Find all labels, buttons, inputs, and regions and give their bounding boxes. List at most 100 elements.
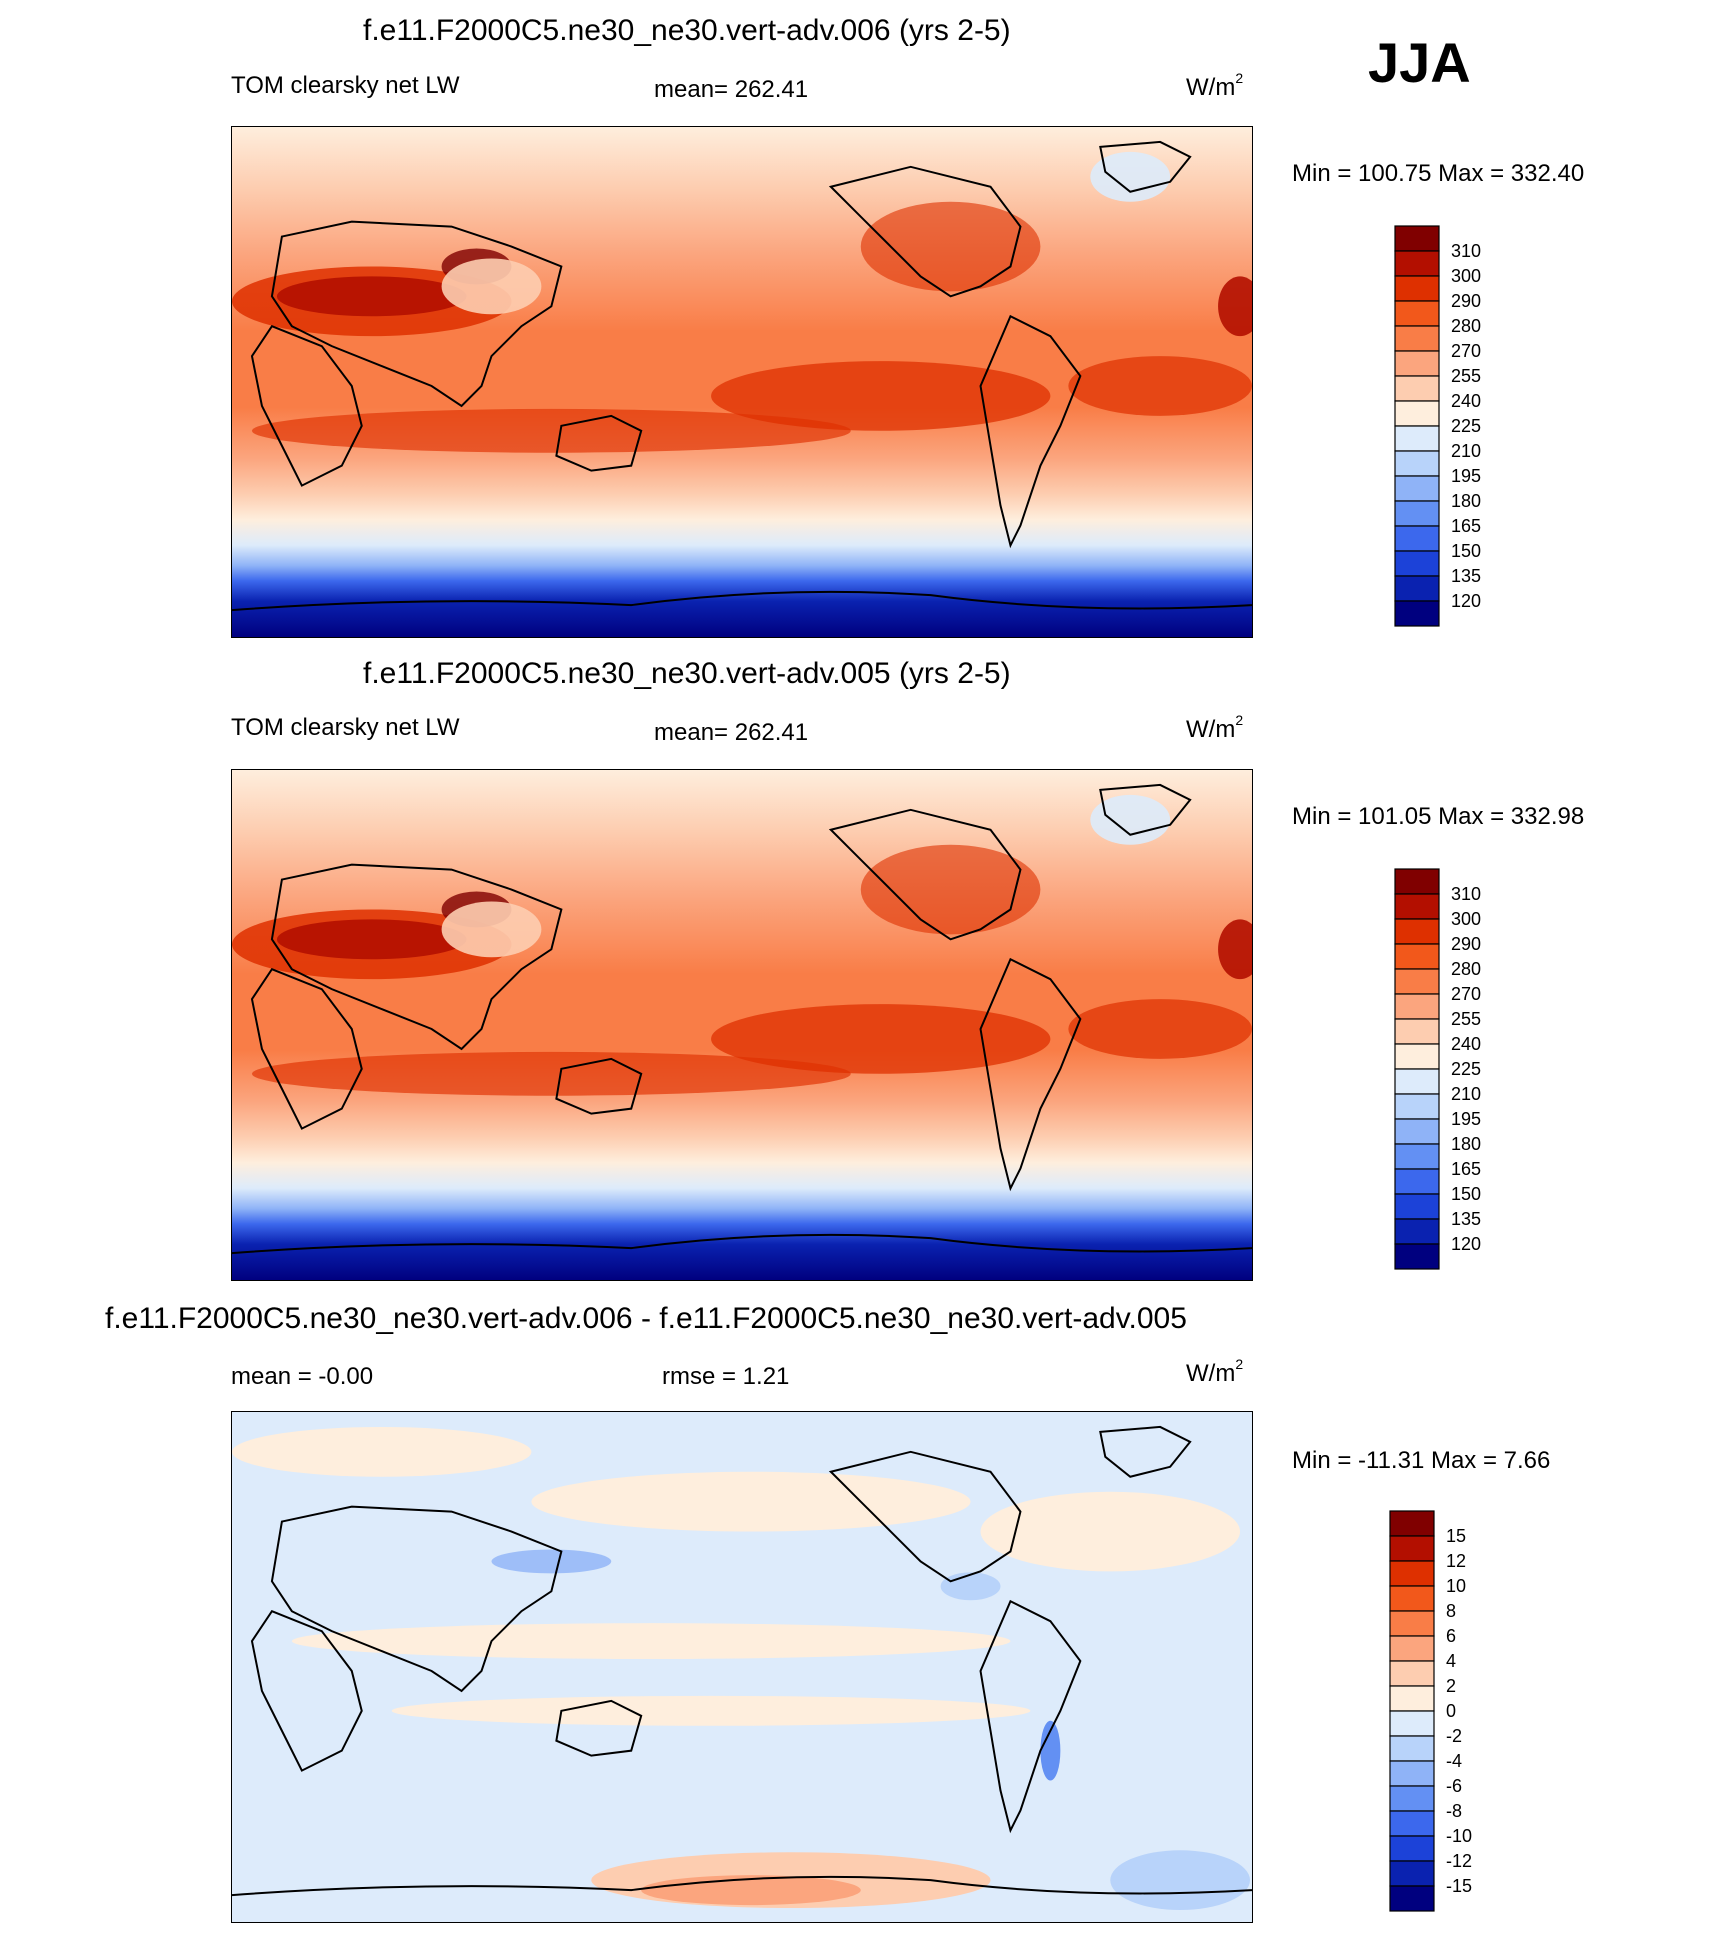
panel3-colorbar-box [1389, 1660, 1435, 1687]
panel2-colorbar-box [1394, 943, 1440, 970]
panel3-units-label: W/m2 [1186, 1356, 1244, 1387]
panel1-colorbar-box [1394, 250, 1440, 277]
panel2-colorbar-label: 150 [1451, 1184, 1481, 1204]
panel1-colorbar: 310 300 290 280 270 255 240 225 210 195 180 165 150 1… [1393, 224, 1613, 628]
panel1-colorbar-box [1394, 425, 1440, 452]
panel1-colorbar-label: 120 [1451, 591, 1481, 611]
panel2-colorbar-label: 180 [1451, 1134, 1481, 1154]
panel3-colorbar-box [1389, 1885, 1435, 1912]
season-label: JJA [1368, 31, 1471, 94]
panel3-rmse-label: rmse = 1.21 [662, 1363, 790, 1390]
panel3-colorbar-box [1389, 1760, 1435, 1787]
panel3-colorbar-label: 8 [1446, 1601, 1456, 1621]
panel2-colorbar-label: 165 [1451, 1159, 1481, 1179]
panel3-colorbar-box [1389, 1635, 1435, 1662]
panel1-colorbar-label: 210 [1451, 441, 1481, 461]
panel2-colorbar-box [1394, 1068, 1440, 1095]
panel3-colorbar-box [1389, 1560, 1435, 1587]
panel2-colorbar-box [1394, 993, 1440, 1020]
panel2-colorbar-box [1394, 1018, 1440, 1045]
panel1-variable-label: TOM clearsky net LW [231, 72, 460, 99]
panel3-colorbar-label: -4 [1446, 1751, 1462, 1771]
panel1-colorbar-svg: 310 300 290 280 270 255 240 225 210 195 180 165 150 1… [1394, 225, 1481, 627]
panel3-colorbar-label: 15 [1446, 1526, 1466, 1546]
panel2-colorbar-box [1394, 868, 1440, 895]
panel3-colorbar-label: 0 [1446, 1701, 1456, 1721]
panel1-colorbar-box [1394, 575, 1440, 602]
panel3-colorbar-svg: 15 12 10 8 6 4 2 0 -2 -4 -6 -8 -10 -12 -15 [1389, 1510, 1472, 1912]
panel2-mean-label: mean= 262.41 [654, 719, 809, 746]
panel2-minmax-label: Min = 101.05 Max = 332.98 [1292, 803, 1585, 830]
panel2-colorbar-label: 255 [1451, 1009, 1481, 1029]
panel1-colorbar-label: 165 [1451, 516, 1481, 536]
panel3-colorbar-box [1389, 1810, 1435, 1837]
panel1-units-label: W/m2 [1186, 70, 1244, 101]
panel3-title: f.e11.F2000C5.ne30_ne30.vert-adv.006 - f… [105, 1302, 1187, 1335]
panel2-colorbar-box [1394, 893, 1440, 920]
panel1-mean-label: mean= 262.41 [654, 76, 809, 103]
panel2-variable-label: TOM clearsky net LW [231, 714, 460, 741]
panel2-colorbar-box [1394, 1243, 1440, 1270]
panel3-colorbar-label: 6 [1446, 1626, 1456, 1646]
panel3-colorbar-box [1389, 1860, 1435, 1887]
panel3-colorbar-label: -15 [1446, 1876, 1472, 1896]
panel2-title: f.e11.F2000C5.ne30_ne30.vert-adv.005 (yr… [363, 657, 1011, 690]
panel3-colorbar-label: -12 [1446, 1851, 1472, 1871]
panel1-colorbar-box [1394, 475, 1440, 502]
panel3-colorbar-label: 12 [1446, 1551, 1466, 1571]
panel3-colorbar-box [1389, 1735, 1435, 1762]
panel1-colorbar-label: 195 [1451, 466, 1481, 486]
panel1-title: f.e11.F2000C5.ne30_ne30.vert-adv.006 (yr… [363, 14, 1011, 47]
panel2-colorbar-box [1394, 1118, 1440, 1145]
panel1-colorbar-box [1394, 525, 1440, 552]
panel3-minmax-label: Min = -11.31 Max = 7.66 [1292, 1447, 1551, 1474]
panel3-colorbar-box [1389, 1510, 1435, 1537]
panel1-colorbar-label: 290 [1451, 291, 1481, 311]
panel2-colorbar: 310 300 290 280 270 255 240 225 210 195 180 165 150 1… [1393, 867, 1613, 1271]
panel2-colorbar-label: 210 [1451, 1084, 1481, 1104]
panel1-colorbar-label: 225 [1451, 416, 1481, 436]
panel1-map [231, 126, 1253, 638]
panel1-colorbar-label: 300 [1451, 266, 1481, 286]
panel1-colorbar-box [1394, 275, 1440, 302]
panel2-colorbar-box [1394, 968, 1440, 995]
panel1-colorbar-label: 310 [1451, 241, 1481, 261]
panel2-colorbar-label: 225 [1451, 1059, 1481, 1079]
panel1-colorbar-box [1394, 550, 1440, 577]
panel3-colorbar-box [1389, 1710, 1435, 1737]
panel2-colorbar-box [1394, 1168, 1440, 1195]
panel1-colorbar-box [1394, 350, 1440, 377]
panel3-colorbar-label: -10 [1446, 1826, 1472, 1846]
panel2-colorbar-label: 240 [1451, 1034, 1481, 1054]
panel3-colorbar-label: -2 [1446, 1726, 1462, 1746]
panel2-colorbar-box [1394, 1093, 1440, 1120]
panel1-colorbar-box [1394, 400, 1440, 427]
panel3-colorbar: 15 12 10 8 6 4 2 0 -2 -4 -6 -8 -10 -12 -15 [1388, 1509, 1608, 1913]
panel3-colorbar-label: -6 [1446, 1776, 1462, 1796]
panel2-colorbar-label: 270 [1451, 984, 1481, 1004]
panel3-mean-label: mean = -0.00 [231, 1363, 374, 1390]
panel1-colorbar-box [1394, 225, 1440, 252]
panel3-colorbar-label: 4 [1446, 1651, 1456, 1671]
panel2-colorbar-label: 300 [1451, 909, 1481, 929]
panel2-colorbar-label: 290 [1451, 934, 1481, 954]
panel2-map [231, 769, 1253, 1281]
panel2-colorbar-label: 280 [1451, 959, 1481, 979]
panel2-colorbar-box [1394, 1218, 1440, 1245]
panel2-colorbar-label: 120 [1451, 1234, 1481, 1254]
panel1-minmax-label: Min = 100.75 Max = 332.40 [1292, 160, 1585, 187]
panel1-colorbar-label: 150 [1451, 541, 1481, 561]
panel1-colorbar-label: 270 [1451, 341, 1481, 361]
panel2-colorbar-label: 135 [1451, 1209, 1481, 1229]
panel1-colorbar-label: 255 [1451, 366, 1481, 386]
panel1-colorbar-box [1394, 325, 1440, 352]
panel3-map [231, 1411, 1253, 1923]
panel3-colorbar-label: 2 [1446, 1676, 1456, 1696]
panel2-colorbar-box [1394, 1193, 1440, 1220]
panel1-colorbar-box [1394, 600, 1440, 627]
panel3-colorbar-box [1389, 1585, 1435, 1612]
panel1-colorbar-label: 280 [1451, 316, 1481, 336]
panel2-colorbar-box [1394, 918, 1440, 945]
panel1-colorbar-label: 240 [1451, 391, 1481, 411]
panel1-colorbar-box [1394, 450, 1440, 477]
